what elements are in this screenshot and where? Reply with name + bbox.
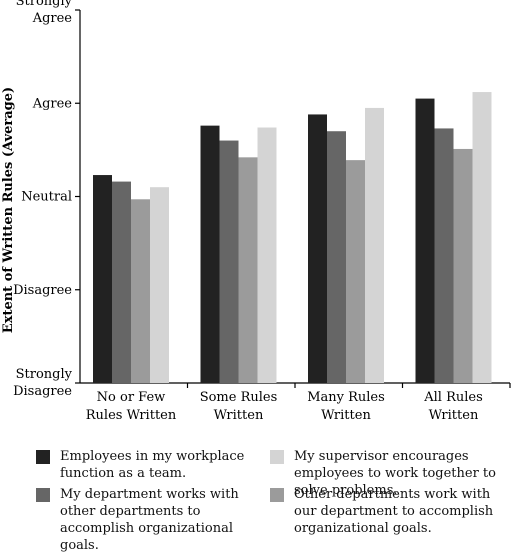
x-tick-labels: No or Few Rules Written Some Rules Written M… (86, 390, 483, 423)
legend-label: My supervisor encourages employees to wo… (294, 449, 496, 498)
y-tick-label: Disagree (13, 283, 72, 298)
legend-item-my-department: My department works with other departmen… (36, 486, 260, 554)
bar (219, 140, 239, 383)
y-tick-label: Neutral (21, 190, 72, 205)
bar (200, 125, 220, 383)
bar-chart: Strongly Disagree Disagree Neutral Agree Stro… (1, 0, 511, 423)
y-axis-label: Extent of Written Rules (Average) (1, 87, 16, 333)
x-tick-label: No or Few Rules Written (86, 390, 177, 423)
bar (131, 199, 150, 383)
x-tick-label: Many Rules Written (307, 390, 385, 423)
bar (434, 128, 454, 383)
bar (308, 114, 327, 383)
y-tick-label: Agree (32, 96, 73, 111)
chart-legend: Employees in my workplace function as a … (36, 448, 506, 553)
bar (472, 92, 492, 383)
bar (238, 157, 258, 383)
x-tick-label: Some Rules Written (200, 390, 278, 423)
bar (93, 175, 112, 383)
bar (453, 148, 473, 383)
legend-label: My department works with other departmen… (60, 487, 239, 553)
bar (365, 107, 384, 383)
legend-label: Employees in my workplace function as a … (60, 449, 245, 481)
bar (150, 187, 169, 383)
legend-swatch (36, 450, 50, 464)
y-tick-labels: Strongly Disagree Disagree Neutral Agree Stro… (13, 0, 73, 399)
y-tick-label: Strongly Disagree (13, 367, 73, 399)
legend-label: Other departments work with our departme… (294, 487, 494, 536)
chart-bars (93, 92, 492, 384)
legend-swatch (36, 488, 50, 502)
bar (327, 131, 346, 383)
y-tick-label: Strongly Agree (16, 0, 73, 26)
legend-swatch (270, 450, 284, 464)
legend-item-supervisor: My supervisor encourages employees to wo… (270, 448, 512, 499)
legend-item-team: Employees in my workplace function as a … (36, 448, 260, 482)
x-tick-label: All Rules Written (423, 390, 483, 423)
bar (112, 181, 131, 383)
legend-swatch (270, 488, 284, 502)
legend-item-other-departments: Other departments work with our departme… (270, 486, 512, 537)
bar (346, 160, 365, 383)
bar (257, 127, 277, 384)
bar (415, 98, 435, 384)
